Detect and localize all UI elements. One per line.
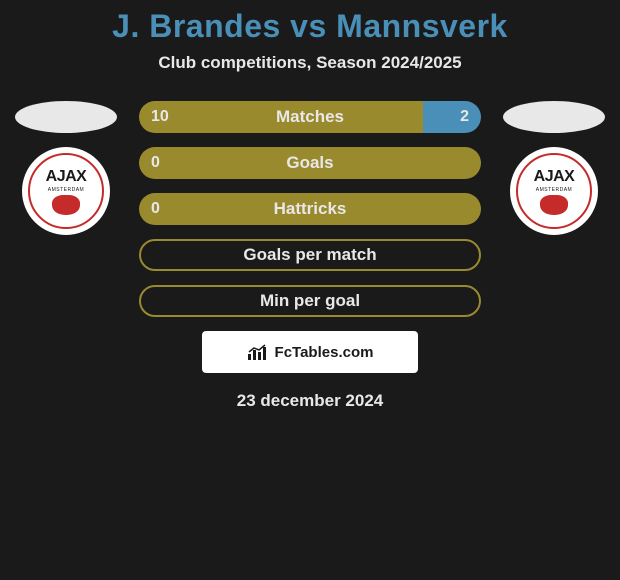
club-logo-head-icon xyxy=(540,195,568,215)
row-logos: AJAX AMSTERDAM 0 Goals 0 Hattricks Goals… xyxy=(0,147,620,317)
club-logo-text: AJAX xyxy=(46,168,87,186)
club-logo-sub: AMSTERDAM xyxy=(536,187,572,193)
stat-label: Min per goal xyxy=(141,291,479,311)
stat-value-right: 2 xyxy=(460,108,469,126)
stat-bar-goals-per-match: Goals per match xyxy=(139,239,481,271)
player-ellipse-left xyxy=(15,101,117,133)
right-player-slot xyxy=(499,101,609,133)
left-player-slot xyxy=(11,101,121,133)
stat-label: Goals xyxy=(139,153,481,173)
stat-label: Hattricks xyxy=(139,199,481,219)
left-logo-slot: AJAX AMSTERDAM xyxy=(11,147,121,235)
stat-bar-goals: 0 Goals xyxy=(139,147,481,179)
right-logo-slot: AJAX AMSTERDAM xyxy=(499,147,609,235)
subtitle: Club competitions, Season 2024/2025 xyxy=(0,53,620,73)
player-ellipse-right xyxy=(503,101,605,133)
stat-bar-0-group: 10 Matches 2 xyxy=(139,101,481,133)
stat-label: Matches xyxy=(139,107,481,127)
club-logo-text: AJAX xyxy=(534,168,575,186)
stat-bar-min-per-goal: Min per goal xyxy=(139,285,481,317)
chart-icon xyxy=(247,343,269,361)
date-label: 23 december 2024 xyxy=(0,391,620,411)
club-logo-left: AJAX AMSTERDAM xyxy=(22,147,110,235)
source-text: FcTables.com xyxy=(275,344,374,361)
source-badge: FcTables.com xyxy=(202,331,418,373)
stat-bar-hattricks: 0 Hattricks xyxy=(139,193,481,225)
club-logo-ring: AJAX AMSTERDAM xyxy=(28,153,104,229)
club-logo-head-icon xyxy=(52,195,80,215)
stat-label: Goals per match xyxy=(141,245,479,265)
stat-bar-matches: 10 Matches 2 xyxy=(139,101,481,133)
stat-bars-stack: 0 Goals 0 Hattricks Goals per match Min … xyxy=(139,147,481,317)
comparison-card: J. Brandes vs Mannsverk Club competition… xyxy=(0,0,620,411)
club-logo-ring: AJAX AMSTERDAM xyxy=(516,153,592,229)
club-logo-sub: AMSTERDAM xyxy=(48,187,84,193)
row-ellipse: 10 Matches 2 xyxy=(0,101,620,133)
club-logo-right: AJAX AMSTERDAM xyxy=(510,147,598,235)
page-title: J. Brandes vs Mannsverk xyxy=(0,8,620,45)
